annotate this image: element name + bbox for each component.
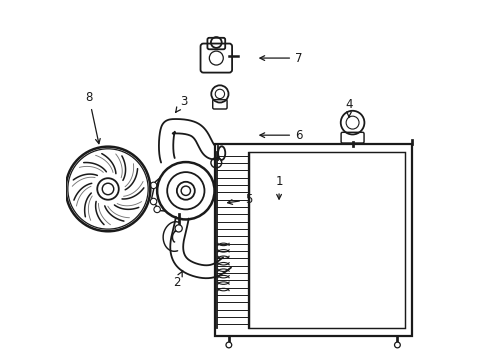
Text: 5: 5: [228, 193, 252, 206]
Circle shape: [226, 342, 232, 348]
Circle shape: [341, 111, 365, 134]
Text: 7: 7: [260, 51, 302, 64]
Circle shape: [211, 37, 221, 48]
Circle shape: [175, 225, 182, 232]
Text: 1: 1: [275, 175, 283, 199]
Text: 3: 3: [175, 95, 188, 112]
Circle shape: [181, 186, 191, 195]
Circle shape: [66, 147, 150, 231]
Circle shape: [150, 182, 157, 189]
Circle shape: [211, 85, 228, 103]
Text: 8: 8: [85, 91, 100, 144]
Circle shape: [97, 178, 119, 200]
Circle shape: [150, 198, 157, 205]
Circle shape: [394, 342, 400, 348]
Circle shape: [157, 162, 215, 220]
Circle shape: [154, 206, 160, 213]
Text: 4: 4: [345, 98, 353, 117]
Text: 6: 6: [260, 129, 302, 142]
Text: 2: 2: [173, 270, 183, 289]
